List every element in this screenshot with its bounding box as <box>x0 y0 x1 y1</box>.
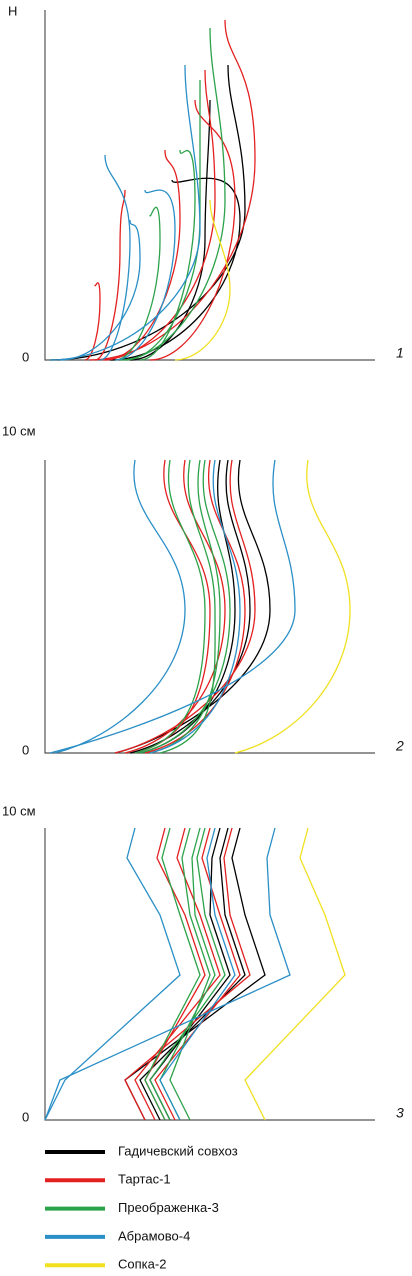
profile-curve <box>49 64 246 361</box>
profile-curve <box>119 27 226 361</box>
legend-label: Абрамово-4 <box>118 1228 190 1243</box>
profile-polyline <box>169 827 211 1121</box>
profile-curve <box>139 149 196 361</box>
profile-curve <box>144 459 246 754</box>
profile-curve <box>54 459 186 754</box>
y-axis-label: 10 см <box>2 803 36 818</box>
profile-polyline <box>144 827 206 1121</box>
profile-curve <box>59 219 141 361</box>
profile-curve <box>99 69 216 361</box>
profile-polyline <box>139 827 246 1121</box>
profile-polyline <box>154 827 241 1121</box>
legend-label: Тартас-1 <box>118 1172 171 1187</box>
profile-curve <box>124 80 201 361</box>
profile-curve <box>114 206 161 361</box>
profile-polyline <box>134 827 221 1121</box>
profile-curve <box>149 459 221 754</box>
profile-curve <box>114 459 256 754</box>
legend-label: Сопка-2 <box>118 1257 166 1272</box>
y-axis-label: Н <box>8 3 17 18</box>
profile-curve <box>134 459 206 754</box>
panel-number: 3 <box>396 1105 404 1121</box>
profile-curve <box>134 459 211 754</box>
profile-polyline <box>149 827 226 1121</box>
profile-curve <box>89 19 256 361</box>
profile-curve <box>84 282 101 361</box>
y-axis-label: 10 см <box>2 423 36 438</box>
profile-polyline <box>124 827 251 1121</box>
profile-curve <box>124 459 226 754</box>
profile-curve <box>139 459 236 754</box>
profile-curve <box>49 64 201 361</box>
profile-curve <box>174 199 231 361</box>
profile-curve <box>149 459 241 754</box>
panel-number: 1 <box>396 345 404 361</box>
profile-curve <box>129 459 251 754</box>
zero-label: 0 <box>22 742 29 757</box>
profile-polyline <box>44 827 291 1121</box>
legend-label: Преображенка-3 <box>118 1200 219 1215</box>
axis <box>44 460 375 754</box>
profile-polyline <box>244 827 346 1121</box>
profile-curve <box>99 154 131 361</box>
profile-curve <box>139 459 231 754</box>
panel-number: 2 <box>395 738 404 754</box>
profile-curve <box>114 189 176 361</box>
zero-label: 0 <box>22 349 29 364</box>
profile-curve <box>129 99 211 361</box>
profile-curve <box>159 459 216 754</box>
profile-curve <box>149 99 236 361</box>
zero-label: 0 <box>22 1109 29 1124</box>
profile-polyline <box>144 827 201 1121</box>
axis <box>44 10 375 361</box>
legend-label: Гадичевский совхоз <box>118 1143 238 1158</box>
profile-curve <box>49 459 296 754</box>
profile-polyline <box>159 827 236 1121</box>
profile-curve <box>234 459 351 754</box>
profile-polyline <box>44 827 181 1121</box>
